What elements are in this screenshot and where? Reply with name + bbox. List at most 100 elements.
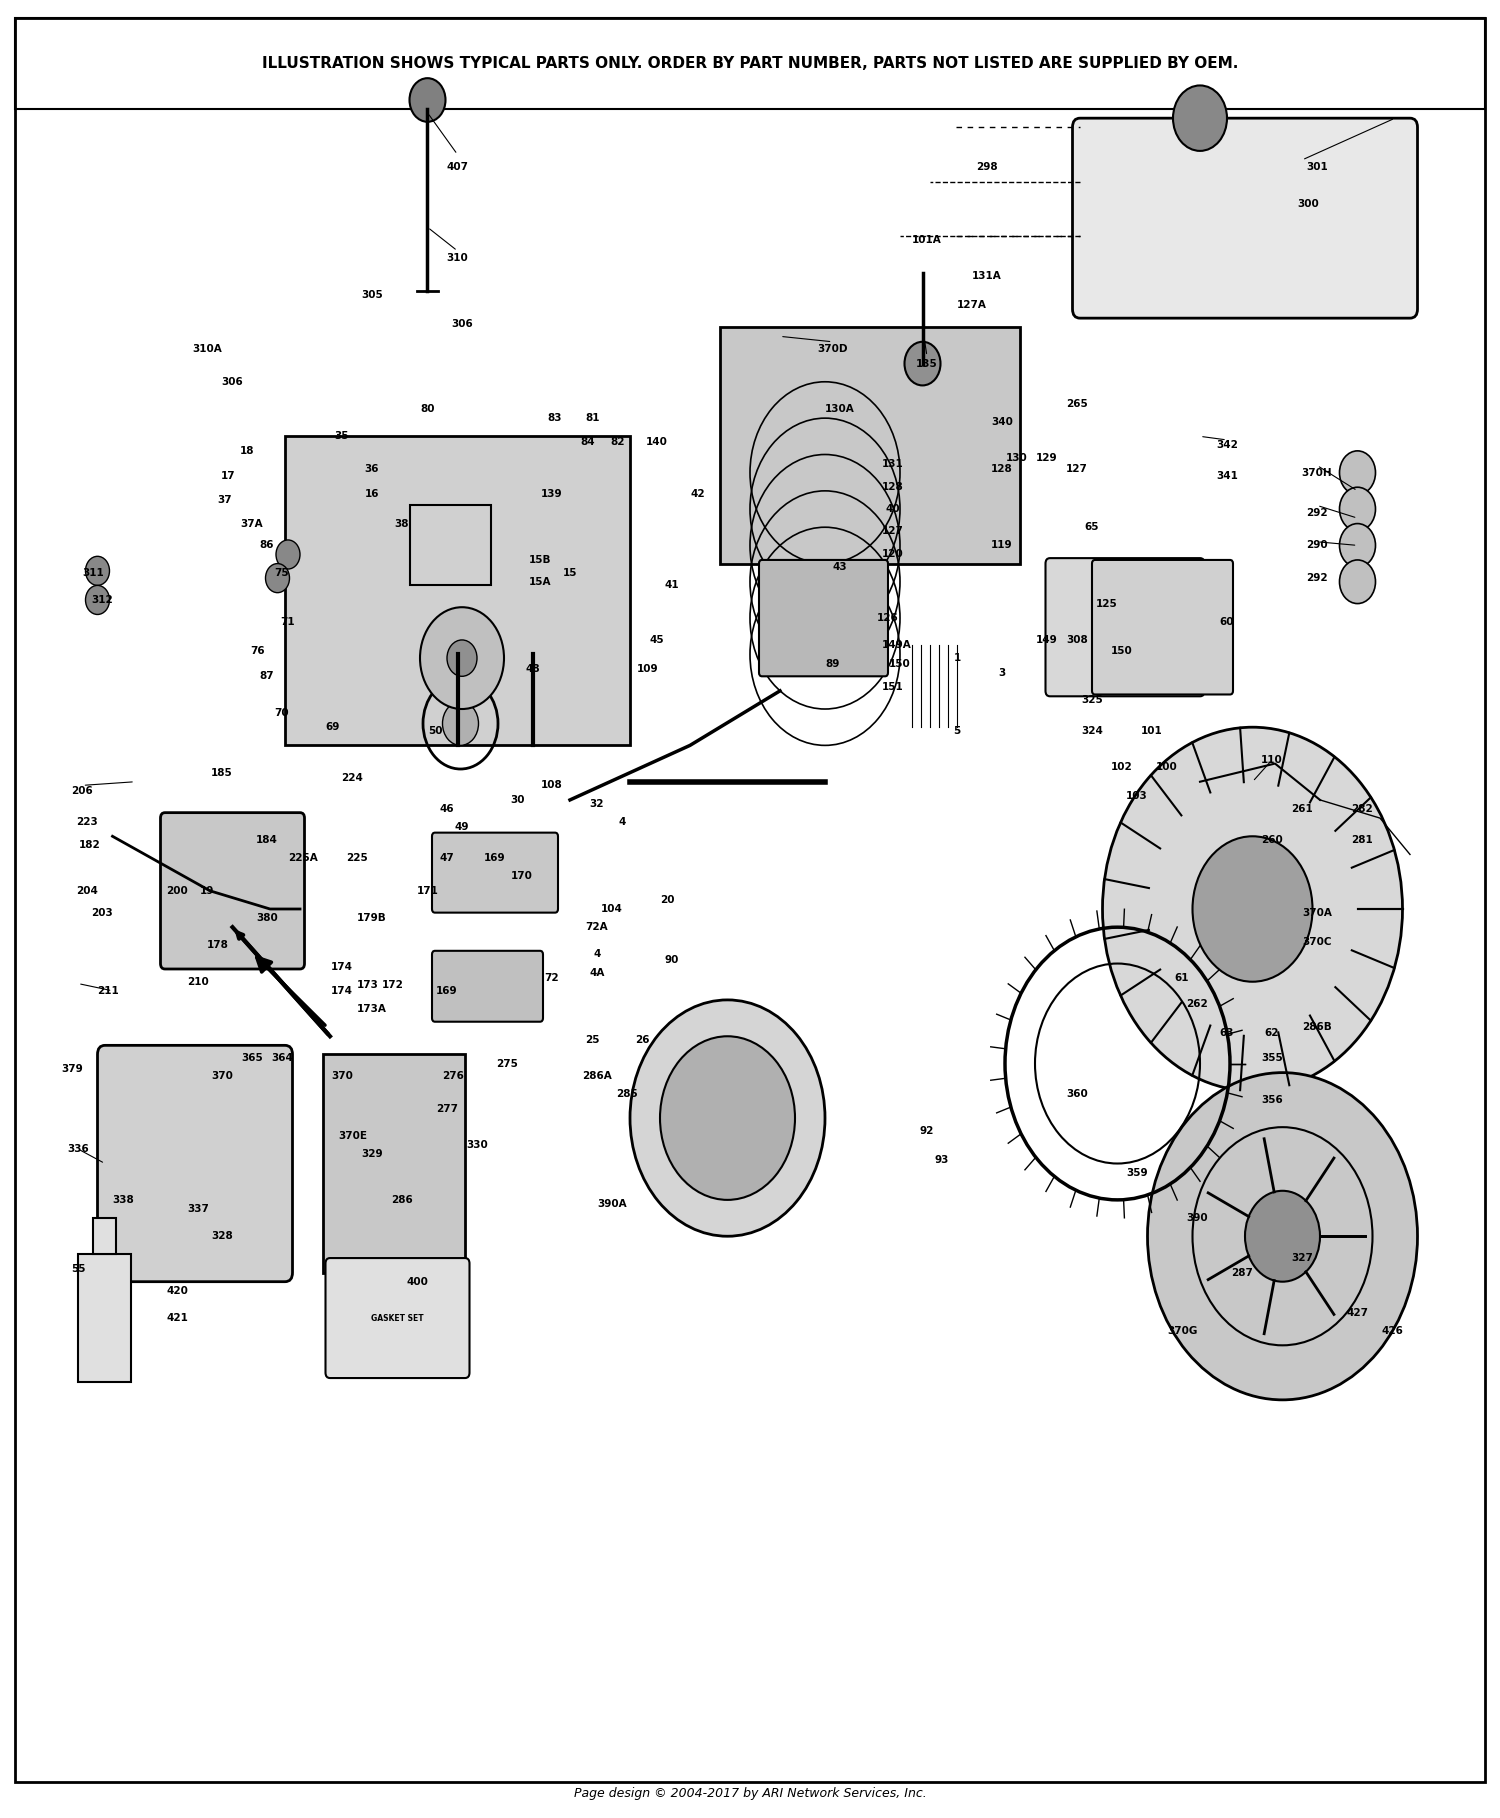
Text: 72: 72 [544, 973, 560, 984]
Text: 338: 338 [112, 1194, 134, 1205]
Circle shape [1102, 727, 1402, 1091]
Text: 308: 308 [1066, 634, 1088, 645]
Text: 184: 184 [256, 834, 278, 845]
Text: 71: 71 [280, 616, 296, 627]
Text: 127: 127 [1066, 464, 1088, 474]
Text: 370A: 370A [1302, 907, 1332, 918]
Text: 16: 16 [364, 489, 380, 500]
Text: 100: 100 [1156, 762, 1178, 773]
Text: 182: 182 [80, 840, 100, 851]
FancyBboxPatch shape [410, 505, 491, 585]
Text: 301: 301 [1306, 162, 1328, 173]
Text: 15A: 15A [528, 576, 552, 587]
Text: 265: 265 [1066, 398, 1088, 409]
Text: 149: 149 [1036, 634, 1058, 645]
Text: 60: 60 [1220, 616, 1234, 627]
Text: 15B: 15B [528, 554, 552, 565]
Text: 36: 36 [364, 464, 380, 474]
Text: 48: 48 [525, 664, 540, 674]
Text: 312: 312 [92, 594, 112, 605]
Text: 150: 150 [1112, 645, 1132, 656]
Text: 325: 325 [1082, 694, 1102, 705]
Text: 101A: 101A [912, 235, 942, 245]
Text: 135: 135 [916, 358, 938, 369]
Text: 110: 110 [1262, 754, 1282, 765]
Text: Page design © 2004-2017 by ARI Network Services, Inc.: Page design © 2004-2017 by ARI Network S… [573, 1787, 927, 1800]
Text: 32: 32 [590, 798, 604, 809]
Text: 62: 62 [1264, 1027, 1280, 1038]
Text: 173A: 173A [357, 1004, 387, 1014]
Text: 342: 342 [1216, 440, 1237, 451]
Text: 365: 365 [242, 1053, 262, 1064]
Text: 328: 328 [211, 1231, 232, 1242]
Text: 4: 4 [594, 949, 600, 960]
Text: 46: 46 [440, 804, 454, 814]
Text: 262: 262 [1186, 998, 1208, 1009]
Circle shape [904, 342, 940, 385]
Text: 211: 211 [98, 985, 118, 996]
Text: 310A: 310A [192, 344, 222, 355]
Text: 292: 292 [1306, 573, 1328, 584]
Text: 324: 324 [1082, 725, 1102, 736]
Text: 172: 172 [382, 980, 404, 991]
Text: 86: 86 [260, 540, 274, 551]
Text: 169: 169 [484, 853, 506, 864]
Circle shape [86, 585, 109, 614]
Text: 61: 61 [1174, 973, 1190, 984]
Polygon shape [93, 1218, 116, 1254]
Text: 43: 43 [833, 562, 848, 573]
Text: 81: 81 [585, 413, 600, 424]
Circle shape [660, 1036, 795, 1200]
Text: 379: 379 [62, 1064, 82, 1074]
FancyBboxPatch shape [160, 813, 304, 969]
Text: 341: 341 [1216, 471, 1237, 482]
Text: 356: 356 [1262, 1094, 1282, 1105]
Text: 311: 311 [82, 567, 104, 578]
Text: 286B: 286B [1302, 1022, 1332, 1033]
Text: 407: 407 [447, 162, 468, 173]
Circle shape [1173, 85, 1227, 151]
Text: 327: 327 [1292, 1253, 1312, 1264]
Text: 340: 340 [992, 416, 1012, 427]
Polygon shape [285, 436, 630, 745]
Text: 370H: 370H [1302, 467, 1332, 478]
Text: 18: 18 [240, 445, 255, 456]
Text: 223: 223 [76, 816, 98, 827]
Text: 131: 131 [882, 458, 903, 469]
Text: 169: 169 [436, 985, 457, 996]
Text: 69: 69 [326, 722, 340, 733]
Circle shape [1340, 560, 1376, 604]
Text: 37: 37 [217, 494, 232, 505]
FancyBboxPatch shape [98, 1045, 292, 1282]
Text: 206: 206 [72, 785, 93, 796]
FancyBboxPatch shape [1072, 118, 1418, 318]
Circle shape [410, 78, 446, 122]
Text: 370C: 370C [1302, 936, 1332, 947]
Text: 139: 139 [542, 489, 562, 500]
Polygon shape [720, 327, 1020, 564]
Text: 359: 359 [1126, 1167, 1148, 1178]
Text: 70: 70 [274, 707, 290, 718]
Text: 173: 173 [357, 980, 378, 991]
Text: 126: 126 [878, 613, 898, 624]
Circle shape [1192, 836, 1312, 982]
Text: 4A: 4A [590, 967, 604, 978]
Text: 210: 210 [188, 976, 209, 987]
Text: 329: 329 [362, 1149, 382, 1160]
Text: 300: 300 [1298, 198, 1318, 209]
Text: 337: 337 [188, 1204, 209, 1214]
Text: 19: 19 [200, 885, 214, 896]
Text: 89: 89 [825, 658, 840, 669]
Text: 306: 306 [222, 376, 243, 387]
Text: 286: 286 [392, 1194, 412, 1205]
Text: 390: 390 [1186, 1213, 1208, 1224]
Text: 185: 185 [211, 767, 232, 778]
Circle shape [1148, 1073, 1418, 1400]
Text: 127: 127 [882, 525, 903, 536]
Text: 149A: 149A [882, 640, 912, 651]
Text: 400: 400 [406, 1276, 427, 1287]
Text: 63: 63 [1220, 1027, 1234, 1038]
Text: 179B: 179B [357, 913, 387, 924]
Text: 203: 203 [92, 907, 112, 918]
Text: 109: 109 [638, 664, 658, 674]
